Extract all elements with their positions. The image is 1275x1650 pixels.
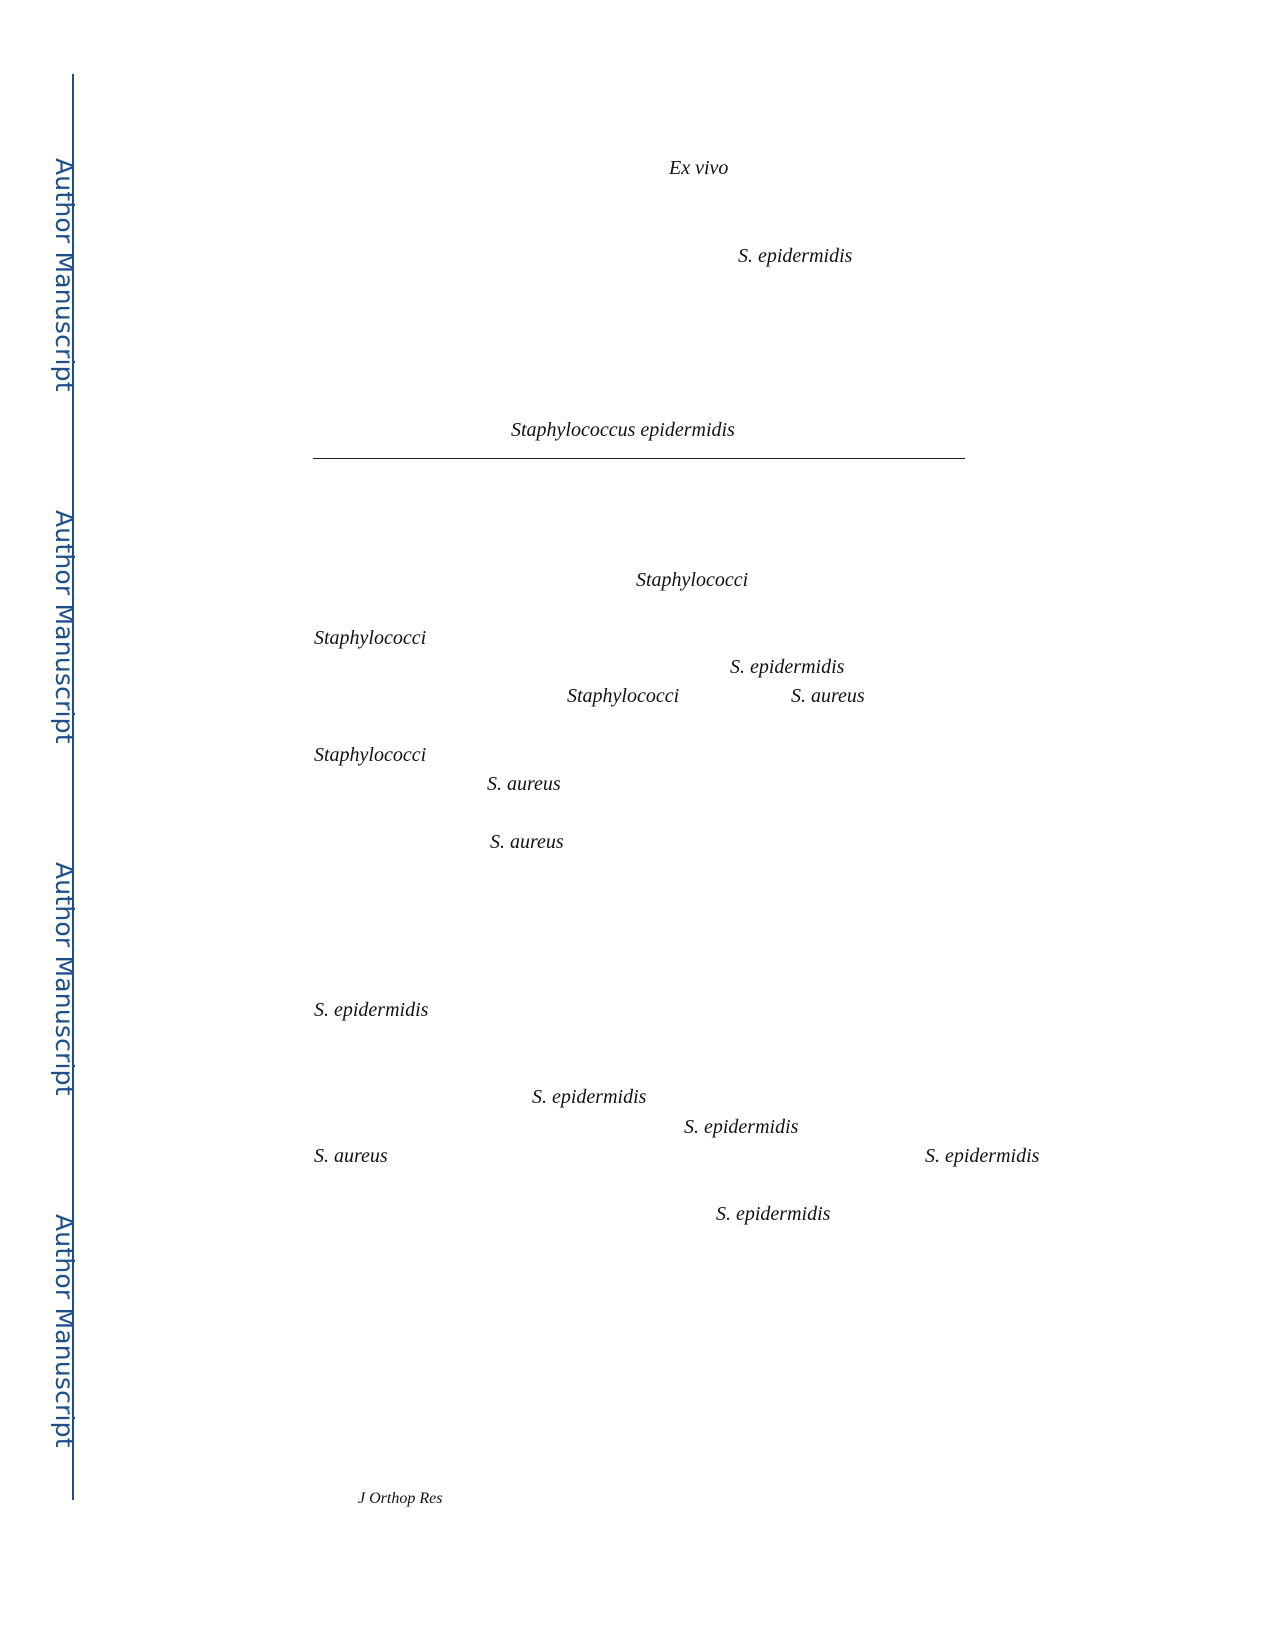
italic-term: S. epidermidis: [716, 1203, 831, 1225]
italic-term: S. aureus: [314, 1145, 388, 1167]
italic-term: Staphylococci: [567, 685, 680, 707]
italic-term: S. epidermidis: [925, 1145, 1040, 1167]
italic-term: S. aureus: [490, 831, 564, 853]
author-manuscript-watermark: Author Manuscript: [50, 1214, 79, 1448]
italic-term: S. epidermidis: [684, 1116, 799, 1138]
journal-footer: J Orthop Res: [358, 1490, 443, 1507]
author-manuscript-watermark: Author Manuscript: [50, 510, 79, 744]
italic-term: Ex vivo: [669, 157, 729, 179]
italic-term: Staphylococcus epidermidis: [511, 419, 735, 441]
section-rule: [313, 458, 965, 459]
author-manuscript-watermark: Author Manuscript: [50, 158, 79, 392]
italic-term: S. aureus: [487, 773, 561, 795]
italic-term: S. aureus: [791, 685, 865, 707]
sidebar-divider: [72, 74, 74, 1500]
italic-term: S. epidermidis: [738, 245, 853, 267]
italic-term: Staphylococci: [636, 569, 749, 591]
italic-term: S. epidermidis: [730, 656, 845, 678]
italic-term: Staphylococci: [314, 627, 427, 649]
italic-term: Staphylococci: [314, 744, 427, 766]
italic-term: S. epidermidis: [532, 1086, 647, 1108]
author-manuscript-watermark: Author Manuscript: [50, 862, 79, 1096]
italic-term: S. epidermidis: [314, 999, 429, 1021]
